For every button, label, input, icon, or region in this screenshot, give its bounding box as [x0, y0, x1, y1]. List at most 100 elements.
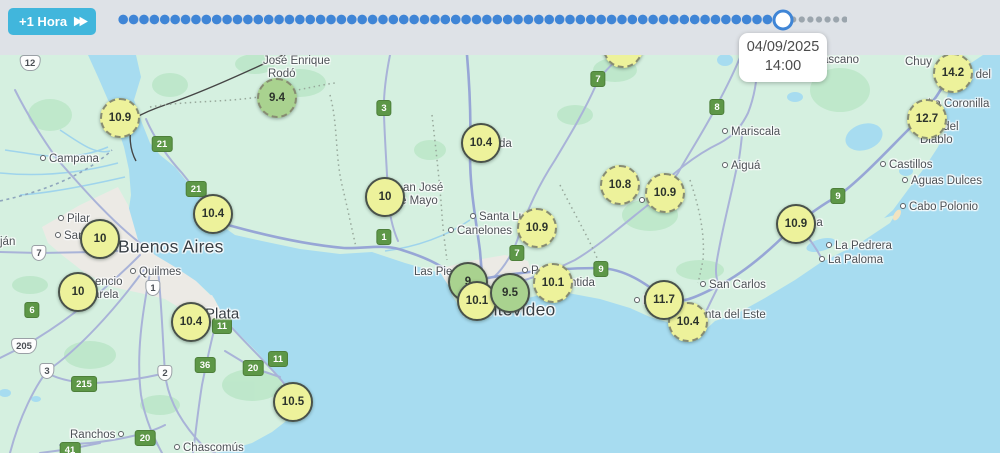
town-dot — [900, 202, 906, 209]
route-shield-green: 6 — [24, 302, 40, 318]
town-dot — [130, 267, 136, 274]
timeline-bar: +1 Hora ▶▶ — [0, 0, 1000, 55]
temperature-marker[interactable]: 14.2 — [933, 55, 973, 93]
temperature-marker[interactable]: 10.4 — [193, 194, 233, 234]
route-shield-green: 1 — [376, 229, 392, 245]
route-shield-green: 9 — [830, 188, 846, 204]
town-dot — [819, 255, 825, 262]
town-dot — [55, 231, 61, 238]
temperature-marker[interactable]: 10.9 — [517, 208, 557, 248]
temperature-marker[interactable]: 9.4 — [257, 78, 297, 118]
town-dot — [470, 212, 476, 219]
temperature-marker[interactable]: 10.9 — [645, 173, 685, 213]
place-label: Pilar — [58, 213, 90, 225]
timeline-handle[interactable] — [772, 9, 794, 31]
town-dot — [722, 127, 728, 134]
route-shield-white: 1 — [145, 280, 161, 296]
advance-hour-button[interactable]: +1 Hora ▶▶ — [8, 8, 97, 35]
place-label: Aiguá — [722, 160, 760, 172]
route-shield-green: 3 — [376, 100, 392, 116]
town-dot — [700, 280, 706, 287]
place-label: Chuy — [905, 56, 932, 68]
route-shield-green: 41 — [59, 442, 81, 453]
map-base — [0, 55, 1000, 453]
place-label: Ranchos — [70, 429, 125, 441]
temperature-marker[interactable]: 10.9 — [776, 204, 816, 244]
town-dot — [880, 160, 886, 167]
temperature-marker[interactable]: 10.4 — [461, 123, 501, 163]
town-dot — [826, 241, 832, 248]
town-dot — [902, 176, 908, 183]
route-shield-green: 215 — [71, 376, 97, 392]
place-label: Buenos Aires — [118, 236, 224, 257]
route-shield-white: 7 — [31, 245, 47, 261]
temperature-marker[interactable]: 10.8 — [600, 165, 640, 205]
route-shield-green: 7 — [509, 245, 525, 261]
place-label: La Pedrera — [826, 240, 892, 252]
tooltip-date: 04/09/2025 — [746, 39, 820, 55]
town-dot — [448, 226, 454, 233]
place-label: nta del Este — [705, 309, 766, 321]
place-label: Mariscala — [722, 126, 780, 138]
route-shield-green: 21 — [185, 181, 207, 197]
place-label: arela — [93, 289, 119, 301]
tooltip-time: 14:00 — [764, 58, 802, 75]
temperature-marker[interactable]: 9.5 — [490, 273, 530, 313]
route-shield-white: 205 — [11, 338, 37, 354]
town-dot — [118, 430, 125, 437]
place-label: ntida — [570, 277, 595, 289]
place-label: ascano — [822, 55, 860, 66]
temperature-marker[interactable]: 10 — [365, 177, 405, 217]
town-dot — [40, 154, 46, 161]
route-shield-white: 12 — [19, 55, 41, 71]
place-label: Quilmes — [130, 266, 181, 278]
temperature-marker[interactable]: 10.4 — [171, 302, 211, 342]
place-label: Cabo Polonio — [900, 201, 978, 213]
fast-forward-icon: ▶▶ — [74, 15, 87, 28]
advance-hour-label: +1 Hora — [19, 14, 68, 29]
temperature-marker[interactable]: 10.4 — [668, 302, 708, 342]
place-label: San Carlos — [700, 279, 766, 291]
route-shield-green: 20 — [242, 360, 264, 376]
place-label: Castillos — [880, 159, 932, 171]
route-shield-white: 2 — [157, 365, 173, 381]
town-dot — [639, 196, 645, 203]
route-shield-green: 11 — [267, 351, 289, 367]
place-label: La Paloma — [819, 254, 883, 266]
timeline-tooltip: 04/09/2025 14:00 — [739, 33, 827, 83]
route-shield-green: 36 — [194, 357, 216, 373]
place-label: da — [499, 138, 512, 150]
route-shield-green: 9 — [593, 261, 609, 277]
timeline-track-remaining[interactable] — [789, 13, 847, 26]
temperature-marker[interactable]: 10.9 — [100, 98, 140, 138]
town-dot — [174, 443, 180, 450]
route-shield-green: 11 — [211, 318, 233, 334]
town-dot — [634, 296, 640, 303]
place-label: Aguas Dulces — [902, 175, 982, 187]
place-label: an José — [403, 182, 444, 194]
temperature-marker[interactable]: 10 — [58, 272, 98, 312]
place-label: e Mayo — [400, 195, 438, 207]
place-label: Chascomús — [174, 442, 244, 453]
route-shield-green: 21 — [151, 136, 173, 152]
temperature-marker[interactable]: 10.1 — [533, 263, 573, 303]
town-dot — [722, 161, 728, 168]
place-label: Plata — [205, 305, 240, 323]
temperature-marker[interactable]: 10 — [80, 219, 120, 259]
timeline-track-elapsed[interactable] — [118, 13, 783, 26]
place-label: Las Pie — [414, 266, 453, 278]
place-label: Rodó — [268, 68, 296, 80]
route-shield-white: 3 — [39, 363, 55, 379]
place-label: ján — [0, 236, 16, 248]
place-label: José Enrique — [263, 55, 331, 67]
place-label: Campana — [40, 153, 99, 165]
temperature-marker[interactable]: 12.7 — [907, 99, 947, 139]
place-label: encio — [95, 276, 123, 288]
town-dot — [58, 214, 64, 221]
temperature-marker[interactable]: 10.5 — [273, 382, 313, 422]
town-dot — [522, 266, 528, 273]
temperature-marker[interactable]: 11.7 — [644, 280, 684, 320]
place-label: Canelones — [448, 225, 512, 237]
